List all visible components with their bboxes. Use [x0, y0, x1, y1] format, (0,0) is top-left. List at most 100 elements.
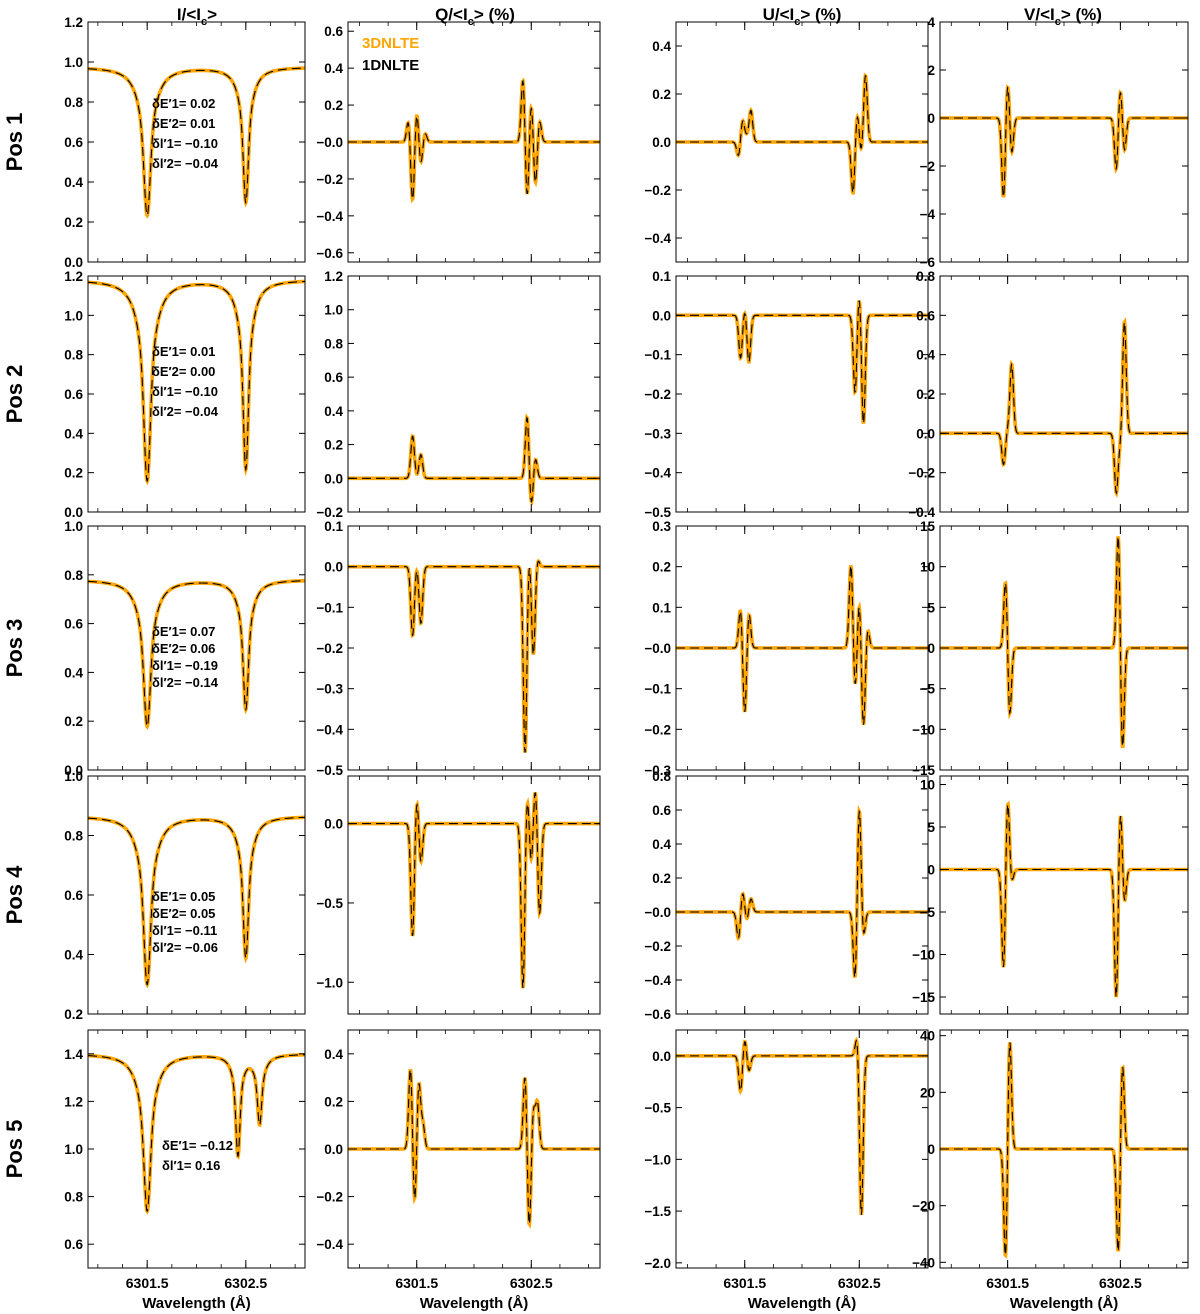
- x-tick-label: 6301.5: [126, 1275, 169, 1291]
- y-tick-label: 0.2: [652, 871, 671, 886]
- y-tick-label: −5: [920, 682, 936, 697]
- y-tick-label: −0.0: [316, 135, 343, 150]
- y-tick-label: −0.6: [644, 1007, 671, 1022]
- curve-3dnlte-q-pos-1: [348, 77, 600, 204]
- panel-u-pos-1: −0.4 −0.2 0.0 0.2 0.4: [644, 21, 929, 263]
- y-tick-label: 0.0: [64, 255, 83, 270]
- y-tick-label: 0.0: [324, 817, 343, 832]
- y-tick-label: 0.6: [324, 370, 343, 385]
- y-tick-label: −0.2: [908, 466, 935, 481]
- panel-u-pos-2: −0.5 −0.4 −0.3 −0.2 −0.1 0.0 0.1: [644, 269, 929, 520]
- y-tick-label: 1.0: [324, 303, 343, 318]
- y-tick-label: 0: [927, 1142, 935, 1157]
- y-tick-label: 0.4: [64, 175, 83, 190]
- panel-q-pos-2: −0.2 0.0 0.2 0.4 0.6 0.8 1.0 1.2: [316, 269, 601, 520]
- y-tick-label: −0.2: [316, 505, 343, 520]
- panel-frame: [675, 775, 929, 1015]
- curve-1dnlte-i-pos-5: [88, 1054, 305, 1213]
- y-tick-label: 40: [920, 1029, 935, 1044]
- panel-frame: [347, 775, 601, 1015]
- y-tick-label: 15: [920, 519, 936, 534]
- panel-i-pos-5: 0.6 0.8 1.0 1.2 1.4 6301.5 6302.5 Wavelength (Å…: [64, 1029, 306, 1312]
- y-tick-label: 0.6: [324, 24, 343, 39]
- panel-u-pos-3: −0.3 −0.2 −0.1 −0.0 0.1 0.2 0.3: [644, 519, 929, 778]
- curve-3dnlte-i-pos-4: [88, 815, 305, 989]
- y-tick-label: 0.4: [64, 665, 83, 680]
- row-label-pos-1: Pos 1: [2, 113, 27, 172]
- curve-1dnlte-v-pos-5: [940, 1042, 1188, 1257]
- y-tick-label: −0.2: [644, 183, 671, 198]
- y-tick-label: −0.4: [644, 973, 671, 988]
- curve-1dnlte-q-pos-4: [348, 792, 600, 989]
- y-tick-label: 0.4: [324, 404, 343, 419]
- column-title-i: I/<Ic>: [177, 5, 217, 28]
- y-tick-label: 1.2: [64, 269, 83, 284]
- y-tick-label: −1.0: [644, 1152, 671, 1167]
- delta-annotation: δE′1= 0.02: [152, 96, 215, 111]
- delta-annotation: δl′1= 0.16: [162, 1158, 220, 1173]
- panel-u-pos-4: −0.6 −0.4 −0.2 −0.0 0.2 0.4 0.6 0.8: [644, 769, 929, 1022]
- curve-1dnlte-v-pos-1: [940, 86, 1188, 198]
- y-tick-label: −0.2: [644, 387, 671, 402]
- x-axis-label: Wavelength (Å): [420, 1295, 529, 1312]
- y-tick-label: −1.5: [644, 1204, 671, 1219]
- y-tick-label: 0.8: [652, 769, 671, 784]
- panel-i-pos-1: 0.0 0.2 0.4 0.6 0.8 1.0 1.2 δE′1= 0.02 δE′2= 0.0…: [64, 15, 306, 270]
- y-tick-label: −0.3: [644, 763, 671, 778]
- y-tick-label: −0.1: [644, 682, 671, 697]
- panel-i-pos-2: 0.0 0.2 0.4 0.6 0.8 1.0 1.2 δE′1= 0.01 δE′2= 0.0…: [64, 269, 306, 520]
- y-tick-label: 1.2: [324, 269, 343, 284]
- y-tick-label: −0.0: [644, 641, 671, 656]
- delta-annotation: δl′2= −0.04: [152, 156, 219, 171]
- panel-q-pos-5: −0.4 −0.2 0.0 0.2 0.4 6301.5 6302.5 Wavelength …: [316, 1029, 601, 1312]
- delta-annotation: δE′1= 0.01: [152, 344, 215, 359]
- y-tick-label: 0.8: [64, 829, 83, 844]
- y-tick-label: −0.5: [644, 1101, 671, 1116]
- y-tick-label: 0.0: [64, 505, 83, 520]
- y-tick-label: −0.2: [316, 1190, 343, 1205]
- panel-i-pos-4: 0.2 0.4 0.6 0.8 1.0 δE′1= 0.05 δE′2= 0.05 δl′1=…: [64, 769, 306, 1022]
- x-tick-label: 6302.5: [224, 1275, 267, 1291]
- y-tick-label: 2: [927, 63, 935, 78]
- x-axis-label: Wavelength (Å): [142, 1295, 251, 1312]
- curve-3dnlte-i-pos-5: [88, 1052, 305, 1215]
- panel-i-pos-3: 0.0 0.2 0.4 0.6 0.8 1.0 δE′1= 0.07 δE′2= 0.06 δl…: [64, 519, 306, 778]
- panel-frame: [675, 1029, 929, 1269]
- y-tick-label: −0.2: [644, 722, 671, 737]
- curve-3dnlte-q-pos-3: [348, 558, 600, 753]
- delta-annotation: δE′2= 0.06: [152, 641, 215, 656]
- curve-3dnlte-u-pos-1: [676, 72, 928, 195]
- delta-annotation: δE′2= 0.05: [152, 906, 215, 921]
- legend-3dnlte: 3DNLTE: [362, 35, 419, 52]
- y-tick-label: 0.6: [64, 135, 83, 150]
- x-tick-label: 6301.5: [395, 1275, 438, 1291]
- delta-annotation: δl′1= −0.11: [152, 923, 217, 938]
- curve-1dnlte-u-pos-2: [676, 300, 928, 424]
- delta-annotation: δl′2= −0.06: [152, 940, 218, 955]
- y-tick-label: −0.5: [316, 763, 343, 778]
- y-tick-label: −1.0: [316, 975, 343, 990]
- row-label-pos-4: Pos 4: [2, 865, 27, 924]
- y-tick-label: −0.2: [316, 172, 343, 187]
- y-tick-label: 0.4: [916, 348, 935, 363]
- curve-3dnlte-v-pos-2: [940, 316, 1188, 498]
- y-tick-label: −0.4: [316, 722, 343, 737]
- delta-annotation: δl′2= −0.14: [152, 675, 219, 690]
- y-tick-label: 0.2: [64, 215, 83, 230]
- x-axis-label: Wavelength (Å): [1010, 1295, 1119, 1312]
- y-tick-label: 0.0: [324, 1142, 343, 1157]
- y-tick-label: 0.2: [324, 438, 343, 453]
- curve-3dnlte-v-pos-3: [940, 536, 1188, 749]
- panel-u-pos-5: −2.0 −1.5 −1.0 −0.5 0.0 6301.5 6302.5 Wavelengt…: [644, 1029, 929, 1312]
- row-label-pos-5: Pos 5: [2, 1120, 27, 1179]
- y-tick-label: 0.1: [652, 269, 671, 284]
- y-tick-label: 0.2: [64, 466, 83, 481]
- y-tick-label: −0.5: [644, 505, 671, 520]
- curve-3dnlte-q-pos-4: [348, 792, 600, 989]
- y-tick-label: 0.2: [652, 560, 671, 575]
- x-tick-label: 6302.5: [838, 1275, 881, 1291]
- y-tick-label: 1.0: [64, 308, 83, 323]
- y-tick-label: −0.3: [316, 682, 343, 697]
- curve-1dnlte-q-pos-1: [348, 80, 600, 201]
- curve-3dnlte-q-pos-2: [348, 413, 600, 506]
